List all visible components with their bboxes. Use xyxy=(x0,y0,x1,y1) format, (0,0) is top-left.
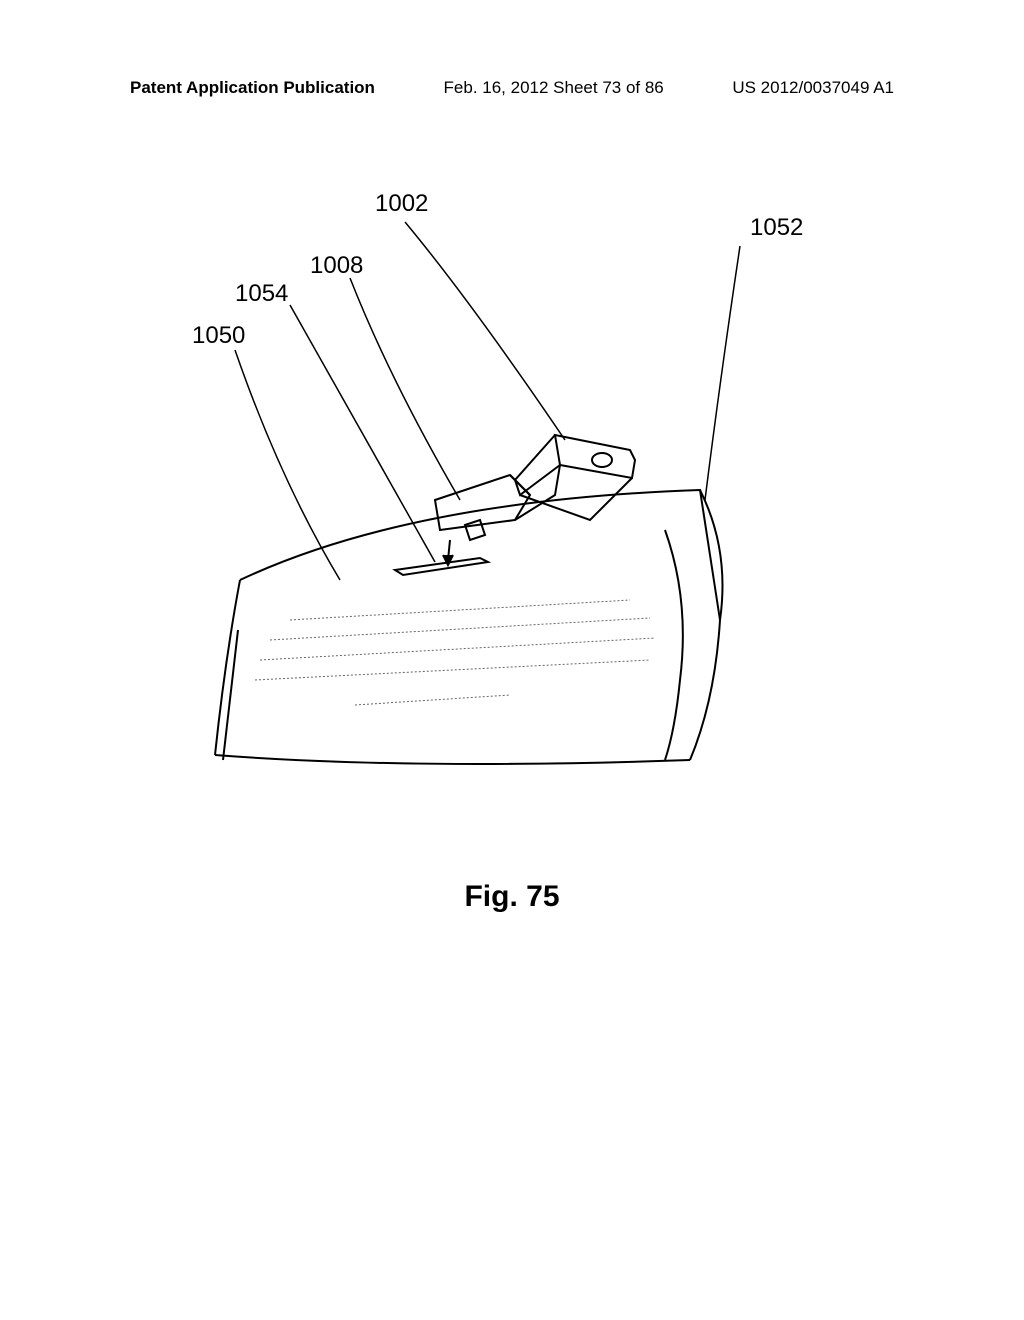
figure-container: 1002 1008 1054 1050 1052 xyxy=(160,200,860,800)
ref-label-1008: 1008 xyxy=(310,252,363,280)
figure-caption: Fig. 75 xyxy=(0,880,1024,914)
header-patent-number: US 2012/0037049 A1 xyxy=(732,78,894,98)
header-publication-type: Patent Application Publication xyxy=(130,78,375,98)
ref-label-1050: 1050 xyxy=(192,322,245,350)
ref-label-1052: 1052 xyxy=(750,214,803,242)
page-header: Patent Application Publication Feb. 16, … xyxy=(0,78,1024,98)
ref-label-1002: 1002 xyxy=(375,190,428,218)
ref-label-1054: 1054 xyxy=(235,280,288,308)
header-date-sheet: Feb. 16, 2012 Sheet 73 of 86 xyxy=(444,78,664,98)
